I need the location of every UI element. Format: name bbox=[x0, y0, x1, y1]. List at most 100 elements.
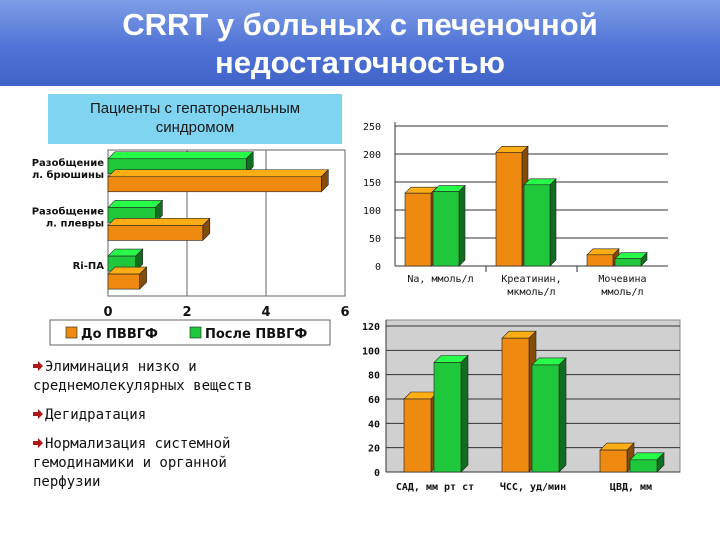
hbar-category-label: л. брюшины bbox=[32, 169, 104, 181]
hbar-bar-after-top bbox=[107, 200, 164, 208]
hbar-bar-before-top bbox=[107, 218, 211, 226]
hbar-x-tick-label: 2 bbox=[182, 305, 191, 320]
subtitle-line-1: Пациенты с гепаторенальным bbox=[89, 100, 301, 117]
hemo-y-tick-label: 60 bbox=[368, 395, 380, 406]
bullet-item: Нормализация системной гемодинамики и орг… bbox=[33, 435, 333, 492]
lab-bar-after-side bbox=[549, 178, 557, 267]
hemo-bar-before-front bbox=[599, 449, 628, 473]
bullet-line: перфузии bbox=[33, 473, 333, 492]
hbar-category-label: Разобщение bbox=[32, 206, 104, 218]
lab-y-tick-label: 200 bbox=[363, 150, 381, 161]
lab-category-label: Креатинин, bbox=[501, 274, 561, 285]
hbar-x-tick-label: 6 bbox=[340, 305, 349, 320]
lab-y-tick-label: 250 bbox=[363, 122, 381, 133]
hemo-category-label: ЦВД, мм bbox=[610, 482, 652, 493]
bullet-line: среднемолекулярных веществ bbox=[33, 377, 333, 396]
lab-bar-after-front bbox=[614, 258, 642, 267]
hemo-bar-before-front bbox=[403, 398, 432, 473]
hbar-bar-before-front bbox=[107, 176, 322, 193]
hbar-category-label: л. плевры bbox=[46, 219, 104, 230]
bullet-text: перфузии bbox=[33, 474, 101, 490]
hemo-y-tick-label: 80 bbox=[368, 371, 380, 382]
hemo-bar-after-front bbox=[531, 364, 560, 473]
lab-bar-after bbox=[523, 178, 557, 267]
bullet-item: Дегидратация bbox=[33, 406, 333, 425]
hemo-category-label: ЧСС, уд/мин bbox=[500, 481, 566, 493]
hemo-y-tick-label: 120 bbox=[362, 322, 380, 333]
hemo-bar-after-side bbox=[558, 357, 567, 473]
bullet-text: Нормализация системной bbox=[45, 436, 231, 452]
hbar-bar-before-top bbox=[107, 169, 330, 178]
arrow-bullet-icon bbox=[33, 438, 43, 448]
legend-swatch-before bbox=[65, 326, 78, 339]
bullet-list: Элиминация низко и среднемолекулярных вещ… bbox=[33, 358, 333, 502]
arrow-bullet-shape bbox=[33, 409, 43, 419]
page-title: CRRT у больных с печеночной недостаточно… bbox=[0, 6, 720, 82]
hemo-y-tick-label: 0 bbox=[374, 468, 380, 479]
bullet-line: Дегидратация bbox=[33, 406, 333, 425]
subtitle-box: Пациенты с гепаторенальным синдромом bbox=[48, 94, 342, 144]
lab-bar-after bbox=[614, 251, 648, 267]
subtitle: Пациенты с гепаторенальным синдромом bbox=[48, 99, 342, 137]
hbar-category-label: Разобщение bbox=[32, 157, 104, 169]
hemo-bar-after bbox=[629, 452, 665, 473]
bullet-item: Элиминация низко и среднемолекулярных вещ… bbox=[33, 358, 333, 396]
lab-bar-before bbox=[404, 186, 438, 267]
lab-category-label: Мочевина bbox=[598, 274, 646, 285]
subtitle-line-2: синдромом bbox=[155, 119, 235, 136]
bullet-text: среднемолекулярных веществ bbox=[33, 378, 253, 394]
hbar-x-tick-label: 0 bbox=[103, 305, 112, 320]
lab-bar-after-front bbox=[523, 184, 551, 267]
lab-bar-before-front bbox=[586, 254, 614, 267]
arrow-bullet-icon bbox=[33, 409, 43, 419]
hemo-bar-before bbox=[403, 391, 439, 473]
bullet-line: гемодинамики и органной bbox=[33, 454, 333, 473]
lab-bar-before bbox=[586, 248, 620, 267]
lab-bar-after bbox=[432, 184, 466, 267]
hemo-category-label: САД, мм рт ст bbox=[396, 482, 474, 493]
lab-y-tick-label: 150 bbox=[363, 178, 381, 189]
bullet-line: Нормализация системной bbox=[33, 435, 333, 454]
hbar-bar-before-front bbox=[107, 273, 140, 290]
lab-bar-before-front bbox=[404, 192, 432, 267]
hbar-category-label: Ri-ПА bbox=[73, 261, 105, 272]
bullet-text: гемодинамики и органной bbox=[33, 455, 227, 471]
bullet-text: Дегидратация bbox=[45, 407, 147, 423]
legend: До ПВВГФ После ПВВГФ bbox=[49, 319, 331, 346]
hbar-bar-before bbox=[107, 217, 211, 242]
legend-swatch-after bbox=[189, 326, 202, 339]
hemo-bar-before bbox=[501, 330, 537, 473]
lab-y-tick-label: 100 bbox=[363, 206, 381, 217]
bullet-line: Элиминация низко и bbox=[33, 358, 333, 377]
arrow-bullet-shape bbox=[33, 438, 43, 448]
lab-bar-before-front bbox=[495, 152, 523, 267]
lab-category-label: Na, ммоль/л bbox=[407, 274, 473, 285]
hbar-x-tick-label: 4 bbox=[261, 305, 270, 320]
hemo-bar-before bbox=[599, 442, 635, 473]
hemo-y-tick-label: 20 bbox=[368, 444, 380, 455]
arrow-bullet-shape bbox=[33, 361, 43, 371]
hemo-bar-after bbox=[433, 354, 469, 473]
hbar-bar-before-front bbox=[107, 225, 204, 241]
bullet-text: Элиминация низко и bbox=[45, 359, 197, 375]
lab-category-label: ммоль/л bbox=[601, 287, 643, 298]
lab-y-tick-label: 0 bbox=[375, 262, 381, 273]
page-title-line-2: недостаточностью bbox=[215, 45, 505, 80]
hemo-bar-after-front bbox=[629, 459, 658, 473]
hemo-bar-before-front bbox=[501, 337, 530, 473]
legend-label-before: До ПВВГФ bbox=[81, 327, 158, 342]
arrow-bullet-icon bbox=[33, 361, 43, 371]
lab-bar-after-front bbox=[432, 191, 460, 267]
hemo-bar-after-front bbox=[433, 362, 462, 473]
hemo-y-tick-label: 40 bbox=[368, 419, 380, 430]
title-bar bbox=[0, 0, 720, 86]
lab-bar-after-side bbox=[458, 184, 466, 267]
hbar-bar-before bbox=[107, 266, 148, 290]
hemo-bar-after bbox=[531, 357, 567, 473]
lab-y-tick-label: 50 bbox=[369, 234, 381, 245]
lab-bar-before bbox=[495, 145, 529, 267]
hemo-bar-after-side bbox=[460, 354, 469, 473]
hbar-bar-before bbox=[107, 169, 330, 193]
hemo-y-tick-label: 100 bbox=[362, 346, 380, 357]
